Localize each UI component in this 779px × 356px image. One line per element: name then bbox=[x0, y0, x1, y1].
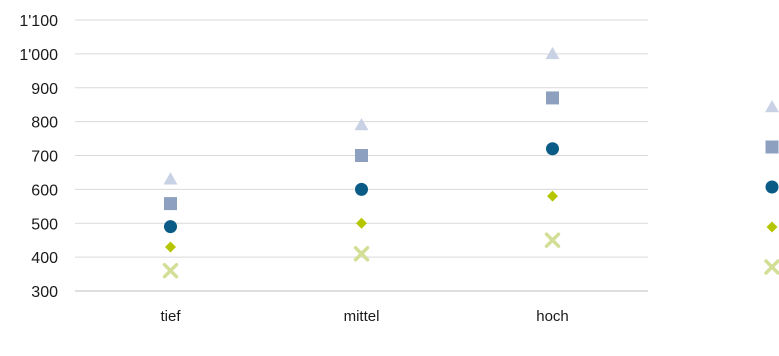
y-tick-label: 500 bbox=[31, 216, 58, 233]
x-tick-label: mittel bbox=[344, 308, 380, 325]
legend-marker-triangle bbox=[765, 100, 779, 113]
y-tick-label: 300 bbox=[31, 284, 58, 301]
data-point-diamond bbox=[356, 217, 367, 229]
data-point-x bbox=[353, 245, 370, 262]
legend-marker-circle bbox=[765, 180, 779, 194]
y-tick-label: 900 bbox=[31, 81, 58, 98]
legend-marker-square bbox=[765, 140, 779, 154]
data-point-square bbox=[164, 197, 177, 211]
legend-marker-x-stroke bbox=[764, 259, 779, 275]
y-tick-label: 1'100 bbox=[19, 13, 58, 30]
data-point-circle bbox=[546, 142, 559, 156]
data-point-diamond bbox=[547, 190, 558, 202]
y-tick-label: 400 bbox=[31, 250, 58, 267]
x-tick-label: hoch bbox=[536, 308, 569, 325]
data-point-x-stroke bbox=[353, 245, 370, 262]
data-point-x bbox=[162, 262, 179, 279]
x-tick-label: tief bbox=[160, 308, 181, 325]
data-point-circle bbox=[355, 182, 368, 196]
y-tick-label: 700 bbox=[31, 149, 58, 166]
series-points bbox=[162, 46, 561, 279]
y-tick-label: 600 bbox=[31, 182, 58, 199]
legend-marker-diamond bbox=[766, 221, 778, 233]
data-point-triangle bbox=[545, 46, 560, 60]
legend-marker-x bbox=[764, 259, 779, 275]
data-point-triangle bbox=[354, 118, 369, 131]
data-point-diamond bbox=[165, 241, 176, 253]
data-point-x-stroke bbox=[544, 232, 561, 248]
legend bbox=[764, 100, 779, 275]
y-axis: 300 400 500 600 700 800 900 1'000 1'100 bbox=[19, 13, 58, 301]
data-point-x bbox=[544, 232, 561, 248]
data-point-square bbox=[355, 149, 368, 162]
data-point-circle bbox=[164, 220, 177, 234]
data-point-triangle bbox=[163, 172, 178, 185]
data-point-x-stroke bbox=[162, 262, 179, 279]
y-tick-label: 1'000 bbox=[19, 47, 58, 64]
y-tick-label: 800 bbox=[31, 115, 58, 132]
data-point-square bbox=[546, 91, 559, 105]
x-axis: tief mittel hoch bbox=[160, 308, 568, 325]
